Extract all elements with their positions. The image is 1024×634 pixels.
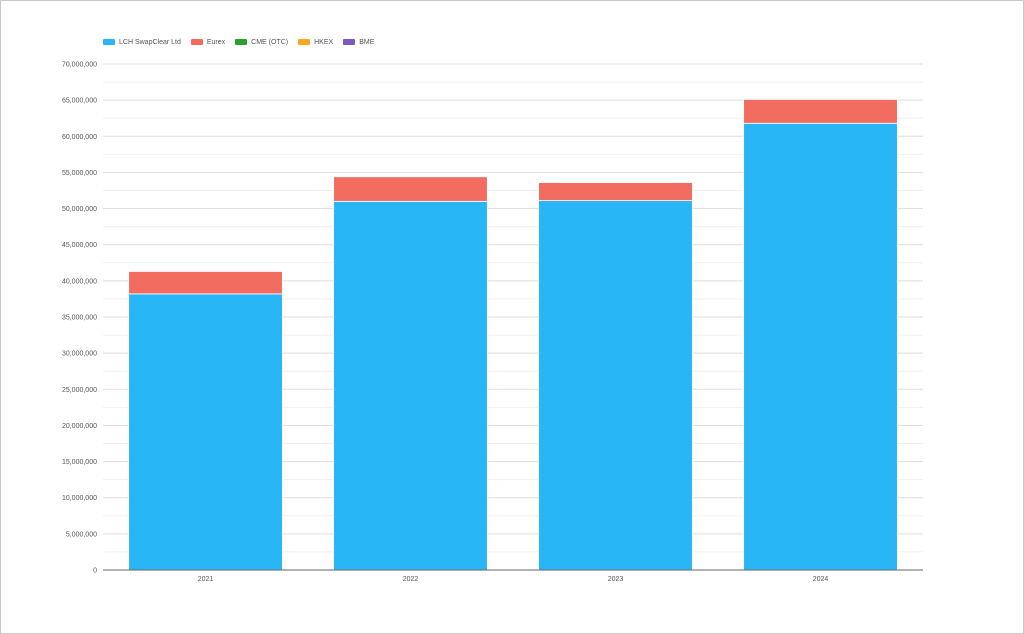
y-tick-label: 50,000,000: [62, 206, 97, 213]
bar-segment[interactable]: [538, 200, 693, 571]
bar-segment[interactable]: [538, 182, 693, 202]
legend-label: CME (OTC): [251, 38, 289, 46]
y-tick-label: 35,000,000: [62, 315, 97, 322]
y-tick-label: 0: [93, 568, 97, 575]
bar-segment[interactable]: [128, 293, 283, 571]
bar-segment[interactable]: [333, 200, 488, 571]
y-tick-label: 40,000,000: [62, 278, 97, 285]
y-tick-label: 70,000,000: [62, 62, 97, 69]
y-tick-label: 65,000,000: [62, 98, 97, 105]
y-tick-label: 25,000,000: [62, 387, 97, 394]
legend-swatch: [343, 39, 356, 45]
legend-item[interactable]: Eurex: [190, 38, 226, 46]
x-tick-label: 2021: [198, 576, 214, 583]
chart-legend: LCH SwapClear Ltd Eurex CME (OTC) HKEX BME: [103, 35, 374, 49]
legend-swatch: [235, 39, 248, 45]
legend-item[interactable]: HKEX: [298, 39, 333, 46]
x-tick-label: 2023: [608, 576, 624, 583]
bar-segment[interactable]: [743, 122, 898, 571]
legend-swatch: [103, 39, 115, 45]
legend-label: HKEX: [314, 38, 334, 46]
y-tick-label: 15,000,000: [62, 459, 97, 466]
bar-segment[interactable]: [743, 99, 898, 124]
x-tick-label: 2022: [403, 576, 419, 583]
y-tick-label: 60,000,000: [62, 134, 97, 141]
y-tick-label: 10,000,000: [62, 495, 97, 502]
y-tick-label: 55,000,000: [62, 170, 97, 177]
y-tick-label: 5,000,000: [66, 531, 97, 538]
legend-item[interactable]: LCH SwapClear Ltd: [103, 39, 181, 46]
legend-item[interactable]: CME (OTC): [235, 39, 288, 46]
x-tick-label: 2024: [813, 576, 829, 583]
legend-label: LCH SwapClear Ltd: [119, 38, 181, 46]
legend-label: Eurex: [206, 38, 226, 46]
legend-swatch: [190, 39, 203, 45]
y-tick-label: 30,000,000: [62, 351, 97, 358]
y-tick-label: 45,000,000: [62, 242, 97, 249]
legend-label: BME: [359, 38, 375, 46]
legend-item[interactable]: BME: [343, 39, 374, 46]
bar-segment[interactable]: [333, 176, 488, 202]
bar-segment[interactable]: [128, 271, 283, 295]
y-tick-label: 20,000,000: [62, 423, 97, 430]
legend-swatch: [298, 39, 311, 45]
